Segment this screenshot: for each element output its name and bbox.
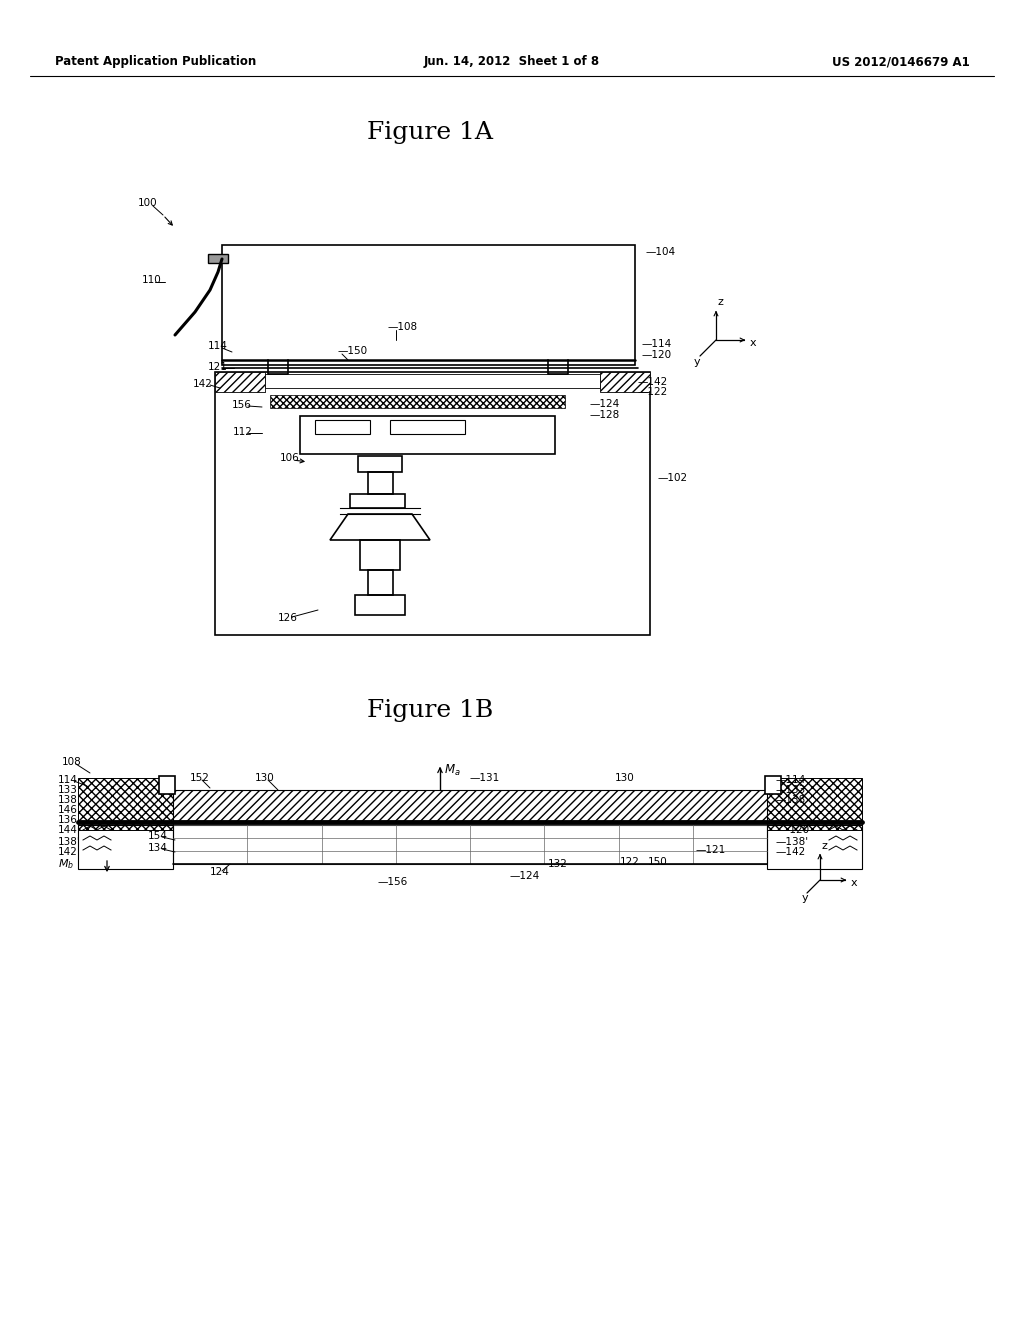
Bar xyxy=(270,395,565,408)
Text: —122: —122 xyxy=(638,387,669,397)
Bar xyxy=(390,420,465,434)
Bar xyxy=(300,416,555,454)
Text: 108: 108 xyxy=(62,756,82,767)
Text: Figure 1B: Figure 1B xyxy=(367,698,494,722)
Bar xyxy=(767,777,862,830)
Text: —156: —156 xyxy=(378,876,409,887)
Text: 133: 133 xyxy=(58,785,78,795)
Text: —138': —138' xyxy=(775,837,808,847)
Text: 150: 150 xyxy=(648,857,668,867)
Text: 112: 112 xyxy=(233,426,253,437)
Text: 138: 138 xyxy=(58,795,78,805)
Text: US 2012/0146679 A1: US 2012/0146679 A1 xyxy=(833,55,970,69)
Text: 124: 124 xyxy=(210,867,229,876)
Text: —133: —133 xyxy=(775,785,805,795)
Bar xyxy=(765,776,781,795)
Text: —104: —104 xyxy=(645,247,675,257)
Text: —138: —138 xyxy=(775,795,805,805)
Text: 154: 154 xyxy=(148,832,168,841)
Text: Figure 1A: Figure 1A xyxy=(367,120,493,144)
Text: —121: —121 xyxy=(695,845,725,855)
Text: $M_a$: $M_a$ xyxy=(444,763,461,777)
Text: x: x xyxy=(851,878,858,888)
Text: y: y xyxy=(694,356,700,367)
Text: —120: —120 xyxy=(780,825,810,836)
Text: 106: 106 xyxy=(280,453,300,463)
Text: $M_b$: $M_b$ xyxy=(58,857,74,871)
Text: 136: 136 xyxy=(58,814,78,825)
Text: 130: 130 xyxy=(255,774,274,783)
Text: 138': 138' xyxy=(58,837,81,847)
Bar xyxy=(78,777,173,830)
Text: —108: —108 xyxy=(388,322,418,333)
Bar xyxy=(368,473,393,494)
Text: —142: —142 xyxy=(775,847,805,857)
Bar xyxy=(355,595,406,615)
Text: 134: 134 xyxy=(148,843,168,853)
Text: —102: —102 xyxy=(658,473,688,483)
Bar xyxy=(173,789,767,822)
Text: Patent Application Publication: Patent Application Publication xyxy=(55,55,256,69)
Text: —142: —142 xyxy=(638,378,669,387)
Text: z: z xyxy=(822,841,827,851)
Text: 142: 142 xyxy=(58,847,78,857)
Text: Jun. 14, 2012  Sheet 1 of 8: Jun. 14, 2012 Sheet 1 of 8 xyxy=(424,55,600,69)
Text: 110: 110 xyxy=(142,275,162,285)
Bar xyxy=(215,372,650,635)
Text: 121: 121 xyxy=(208,362,228,372)
Text: —114: —114 xyxy=(641,339,672,348)
Text: —124: —124 xyxy=(590,399,621,409)
Bar xyxy=(315,420,370,434)
Text: z: z xyxy=(718,297,724,308)
Bar xyxy=(368,570,393,595)
Bar xyxy=(600,372,650,392)
Text: 114: 114 xyxy=(208,341,228,351)
Bar xyxy=(173,825,767,865)
Bar xyxy=(265,374,600,388)
Polygon shape xyxy=(330,513,430,540)
Text: —131: —131 xyxy=(470,774,501,783)
Bar xyxy=(767,825,862,869)
Text: —150: —150 xyxy=(338,346,368,356)
Text: 144: 144 xyxy=(58,825,78,836)
Bar xyxy=(360,540,400,570)
Text: 142: 142 xyxy=(193,379,213,389)
Text: 100: 100 xyxy=(138,198,158,209)
Bar xyxy=(222,246,635,366)
Text: 114: 114 xyxy=(58,775,78,785)
Bar xyxy=(215,372,265,392)
Text: y: y xyxy=(802,894,809,903)
Text: 130: 130 xyxy=(615,774,635,783)
Text: 146: 146 xyxy=(58,805,78,814)
Bar xyxy=(350,494,406,508)
Text: —128: —128 xyxy=(590,411,621,420)
Polygon shape xyxy=(358,455,402,473)
Text: —120: —120 xyxy=(641,350,671,360)
Text: x: x xyxy=(750,338,757,348)
Text: 126: 126 xyxy=(278,612,298,623)
Text: —124: —124 xyxy=(510,871,541,880)
Text: 152: 152 xyxy=(190,774,210,783)
Bar xyxy=(159,776,175,795)
Bar xyxy=(78,825,173,869)
Text: 156: 156 xyxy=(232,400,252,411)
Text: 132: 132 xyxy=(548,859,568,869)
Bar xyxy=(208,253,228,263)
Text: 122: 122 xyxy=(620,857,640,867)
Text: —114: —114 xyxy=(775,775,805,785)
